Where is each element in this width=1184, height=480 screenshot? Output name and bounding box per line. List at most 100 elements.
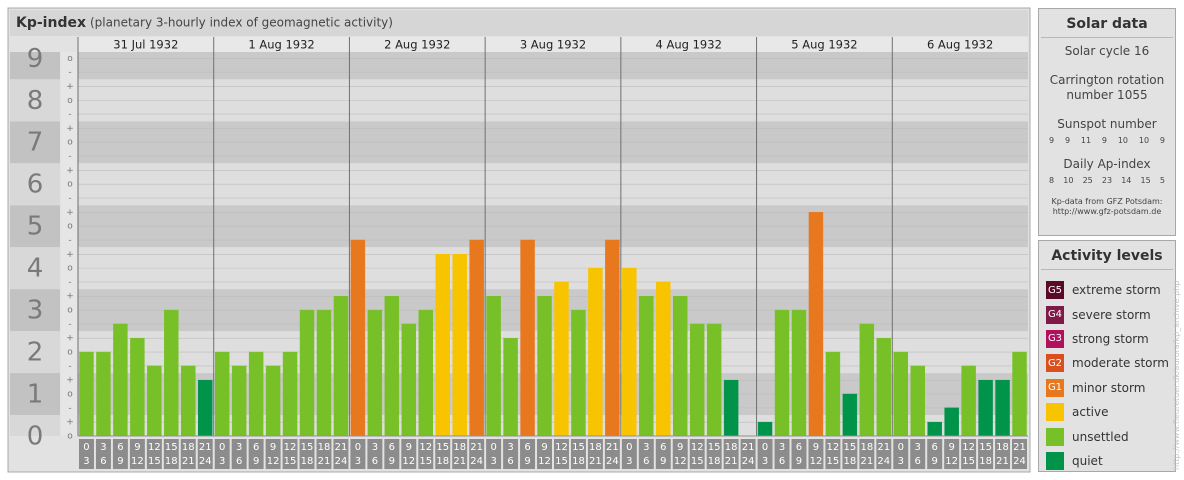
hour-box: [604, 439, 620, 469]
bar: [706, 323, 722, 437]
minor-tick-label: +: [66, 292, 74, 302]
hour-label: 0: [83, 442, 89, 453]
activity-panel: Activity levels G5 extreme storm G4 severe …: [1038, 240, 1176, 472]
hour-label: 6: [117, 442, 123, 453]
hour-label: 6: [236, 456, 242, 467]
y-label-cell: [10, 205, 60, 248]
day-label: 6 Aug 1932: [927, 38, 993, 52]
source-url: http://www.gfz-potsdam.de: [1052, 207, 1162, 216]
y-label-cell: [10, 121, 60, 164]
hour-label: 21: [860, 456, 873, 467]
bar: [486, 295, 501, 437]
minor-tick-label: +: [66, 166, 74, 176]
hour-box: [961, 439, 977, 469]
hour-label: 15: [844, 442, 857, 453]
hour-label: 6: [389, 442, 395, 453]
bar: [910, 365, 925, 437]
minor-tick-label: +: [66, 82, 74, 92]
hour-label: 21: [182, 456, 195, 467]
bar: [181, 365, 196, 437]
minor-tick-label: -: [68, 236, 71, 246]
hour-label: 3: [762, 456, 768, 467]
hour-label: 0: [219, 442, 225, 453]
hour-label: 12: [131, 456, 144, 467]
hour-label: 6: [100, 456, 106, 467]
hour-label: 21: [877, 442, 890, 453]
hour-box: [723, 439, 739, 469]
sunspot-number: 9: [1049, 136, 1055, 145]
hour-label: 12: [148, 442, 161, 453]
hour-label: 18: [182, 442, 195, 453]
ap-value: 8: [1049, 176, 1055, 185]
bar: [825, 351, 841, 437]
legend-label: extreme storm: [1072, 283, 1161, 298]
hour-box: [112, 439, 128, 469]
y-tick-label: 1: [27, 380, 44, 410]
hour-label: 21: [1013, 442, 1026, 453]
bar: [995, 379, 1010, 437]
hour-label: 12: [284, 442, 297, 453]
hour-label: 24: [742, 456, 755, 467]
hour-label: 12: [555, 442, 568, 453]
hour-box: [197, 439, 213, 469]
hour-label: 12: [827, 442, 840, 453]
hour-label: 9: [389, 456, 395, 467]
y-label-cell: [10, 79, 60, 122]
hour-label: 9: [660, 456, 666, 467]
hour-label: 15: [708, 442, 721, 453]
bar: [588, 267, 603, 437]
band: [78, 52, 1028, 80]
solar-data-panel: Solar data Solar cycle 16 Carrington rot…: [1038, 8, 1176, 236]
hour-label: 18: [844, 456, 857, 467]
hour-label: 18: [318, 442, 331, 453]
bar: [537, 295, 552, 437]
hour-label: 9: [796, 456, 802, 467]
y-tick-label: 8: [27, 86, 44, 116]
hour-box: [655, 439, 671, 469]
minor-tick-label: +: [66, 334, 74, 344]
y-label-cell: [10, 52, 60, 80]
bar: [791, 309, 807, 437]
hour-box: [469, 439, 485, 469]
bar: [282, 351, 298, 437]
hour-label: 6: [372, 456, 378, 467]
hour-label: 24: [470, 456, 483, 467]
hour-box: [146, 439, 162, 469]
hour-label: 12: [945, 456, 958, 467]
hour-label: 15: [827, 456, 840, 467]
hour-box: [876, 439, 892, 469]
hour-label: 21: [335, 442, 348, 453]
minor-tick-label: -: [68, 152, 71, 162]
ap-value: 15: [1140, 176, 1151, 185]
bar: [452, 254, 467, 437]
bar: [944, 407, 959, 437]
hour-box: [129, 439, 145, 469]
band: [78, 415, 1028, 436]
hour-box: [774, 439, 790, 469]
y-tick-label: 5: [27, 212, 44, 242]
solar-cycle: Solar cycle 16: [1064, 44, 1150, 58]
y-label-cell: [10, 163, 60, 206]
chart-title: Kp-index: [16, 15, 86, 31]
bar: [350, 239, 366, 437]
ap-value: 10: [1063, 176, 1074, 185]
hour-label: 9: [253, 456, 259, 467]
hour-label: 6: [524, 442, 530, 453]
hour-label: 9: [270, 442, 276, 453]
bar: [622, 267, 637, 437]
hour-label: 12: [810, 456, 823, 467]
minor-tick-label: -: [68, 319, 71, 329]
hour-label: 21: [199, 442, 212, 453]
hour-box: [978, 439, 994, 469]
day-label: 3 Aug 1932: [520, 38, 586, 52]
hour-label: 12: [402, 456, 415, 467]
hour-label: 3: [507, 442, 513, 453]
bar: [384, 295, 400, 437]
day-label: 2 Aug 1932: [384, 38, 450, 52]
day-label: 4 Aug 1932: [656, 38, 722, 52]
hour-label: 21: [725, 456, 738, 467]
bar: [79, 351, 94, 437]
hour-box: [995, 439, 1011, 469]
y-label-cell: [10, 247, 60, 290]
bar: [214, 351, 230, 437]
